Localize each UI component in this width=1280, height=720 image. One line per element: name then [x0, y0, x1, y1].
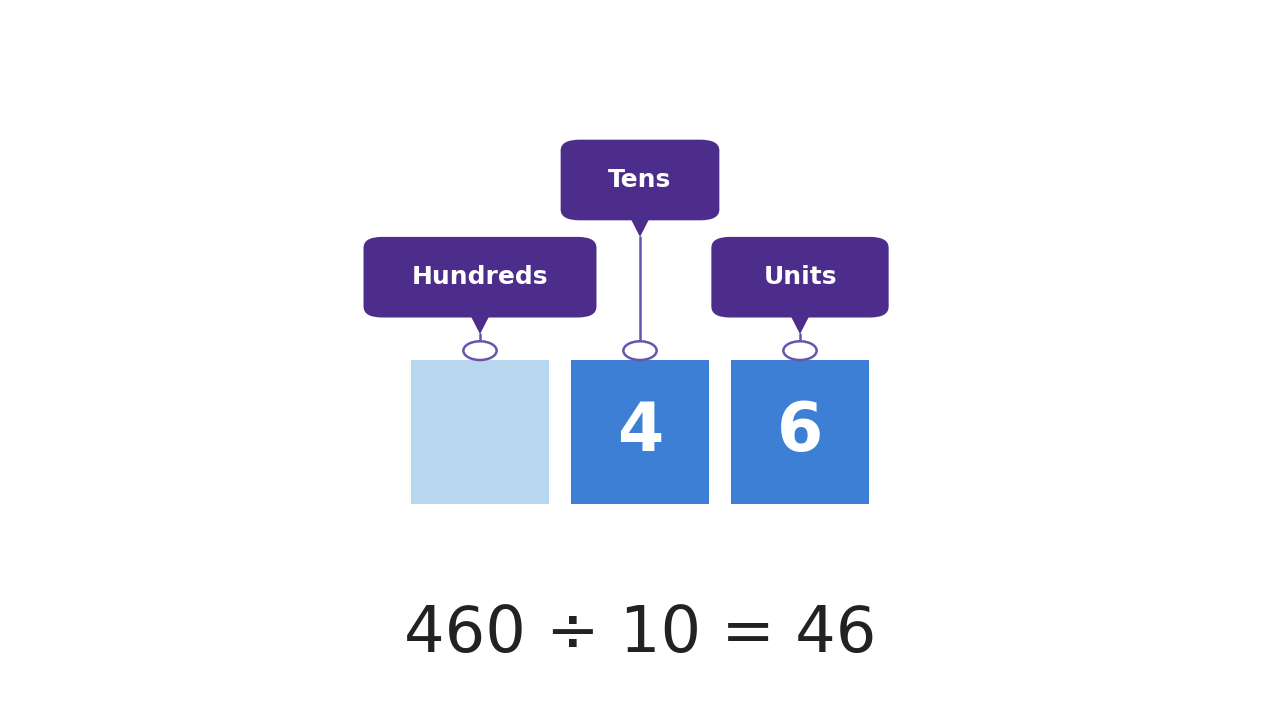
Text: 4: 4: [617, 399, 663, 465]
FancyBboxPatch shape: [364, 237, 596, 318]
FancyBboxPatch shape: [571, 360, 709, 504]
Circle shape: [623, 341, 657, 360]
FancyBboxPatch shape: [411, 360, 549, 504]
Circle shape: [463, 341, 497, 360]
Text: Units: Units: [763, 265, 837, 289]
Text: Hundreds: Hundreds: [412, 265, 548, 289]
Text: 460 ÷ 10 = 46: 460 ÷ 10 = 46: [403, 603, 877, 665]
Text: Tens: Tens: [608, 168, 672, 192]
Polygon shape: [466, 307, 494, 334]
FancyBboxPatch shape: [712, 237, 888, 318]
FancyBboxPatch shape: [731, 360, 869, 504]
Polygon shape: [786, 307, 814, 334]
Text: 6: 6: [777, 399, 823, 465]
Circle shape: [783, 341, 817, 360]
FancyBboxPatch shape: [561, 140, 719, 220]
Polygon shape: [626, 210, 654, 237]
